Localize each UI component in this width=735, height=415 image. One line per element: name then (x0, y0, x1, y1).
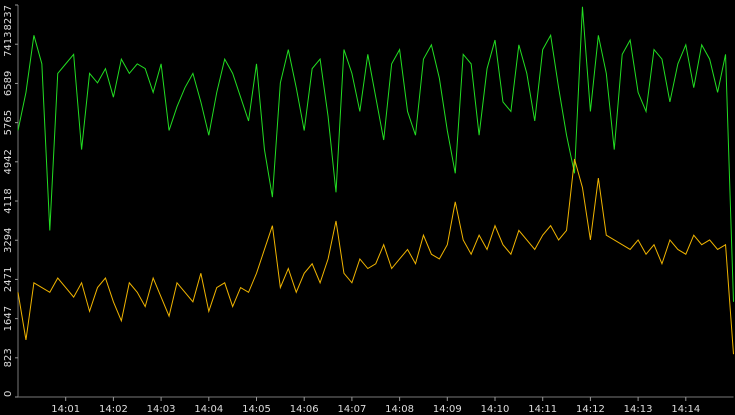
x-tick-label: 14:10 (481, 404, 510, 415)
y-tick-label: 8237 (3, 5, 14, 30)
y-tick-label: 0 (3, 391, 14, 397)
x-tick-label: 14:07 (337, 404, 366, 415)
x-tick-label: 14:05 (242, 404, 271, 415)
x-tick-label: 14:11 (528, 404, 557, 415)
y-tick-label: 823 (3, 348, 14, 367)
x-tick-label: 14:12 (576, 404, 605, 415)
y-tick-label: 7413 (3, 31, 14, 56)
y-tick-label: 4118 (3, 188, 14, 213)
y-tick-label: 5765 (3, 110, 14, 135)
x-tick-label: 14:08 (385, 404, 414, 415)
x-tick-label: 14:03 (147, 404, 176, 415)
x-tick-label: 14:06 (290, 404, 319, 415)
y-tick-label: 2471 (3, 267, 14, 292)
x-tick-label: 14:02 (99, 404, 128, 415)
x-tick-label: 14:04 (194, 404, 223, 415)
x-tick-label: 14:14 (671, 404, 700, 415)
y-tick-label: 3294 (3, 228, 14, 253)
series-line (17, 158, 734, 355)
x-tick-label: 14:13 (624, 404, 653, 415)
y-tick-label: 6589 (3, 71, 14, 96)
series-line (17, 6, 734, 302)
y-tick-label: 4942 (3, 149, 14, 174)
y-tick-label: 1647 (3, 306, 14, 331)
x-tick-label: 14:01 (51, 404, 80, 415)
x-tick-label: 14:09 (433, 404, 462, 415)
